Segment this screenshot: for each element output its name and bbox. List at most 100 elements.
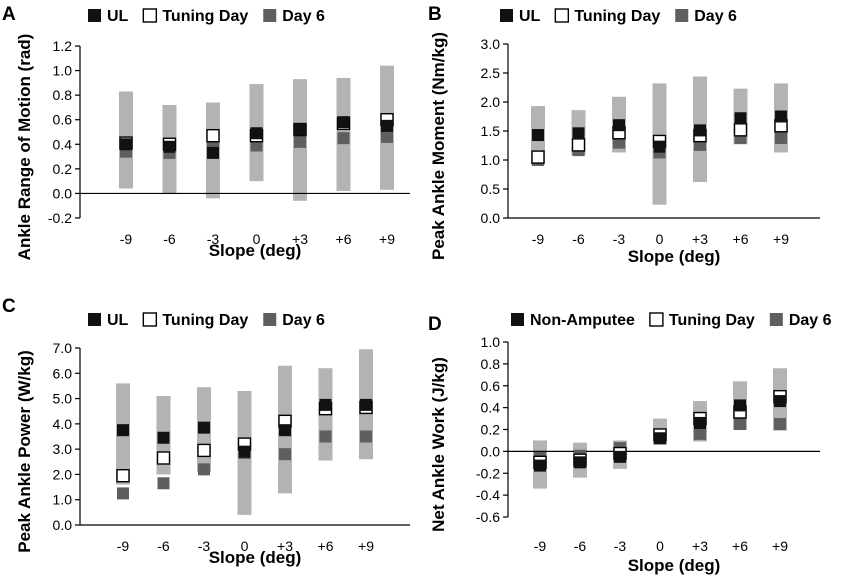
data-point-ul: [381, 119, 393, 132]
x-tick-label: +9: [772, 538, 788, 554]
x-tick-label: 0: [253, 231, 261, 247]
data-point-ul: [157, 431, 170, 444]
y-tick-label: 3.0: [481, 36, 501, 52]
x-axis-title: Slope (deg): [209, 241, 302, 260]
x-tick-label: -3: [207, 231, 220, 247]
legend-label: Day 6: [282, 8, 325, 25]
x-tick-label: -3: [198, 538, 211, 554]
legend-swatch-tuning-day: [142, 8, 158, 23]
y-tick-label: 0.6: [481, 378, 501, 394]
data-point-tuning-day: [733, 123, 748, 137]
data-point-tuning-day: [571, 138, 586, 152]
y-tick-label: 6.0: [53, 365, 73, 381]
y-tick-label: 0.5: [481, 181, 501, 197]
x-tick-label: -9: [117, 538, 130, 554]
x-tick-label: +6: [733, 231, 749, 247]
x-axis-title: Slope (deg): [628, 247, 721, 266]
data-point-ul: [653, 140, 666, 153]
x-tick-label: -6: [157, 538, 170, 554]
data-point-ul: [694, 124, 706, 137]
data-point-ul: [613, 119, 625, 132]
y-tick-label: -0.4: [476, 487, 500, 503]
data-point-day6: [613, 136, 625, 149]
data-point-day6: [198, 463, 210, 476]
y-tick-label: 0.8: [53, 87, 73, 103]
data-point-day6: [360, 430, 372, 443]
y-tick-label: 0.6: [53, 112, 73, 128]
data-point-ul: [163, 140, 176, 153]
y-axis-title: Peak Ankle Moment (Nm/kg): [429, 32, 448, 260]
y-tick-label: 0.4: [481, 400, 501, 416]
x-tick-label: -6: [572, 231, 585, 247]
y-tick-label: 2.0: [53, 466, 73, 482]
x-tick-label: +6: [318, 538, 334, 554]
data-point-ul: [207, 146, 219, 159]
x-tick-label: -9: [532, 231, 545, 247]
legend-label: Tuning Day: [162, 8, 248, 25]
legend-label: UL: [107, 312, 129, 329]
y-tick-label: 1.5: [481, 123, 501, 139]
legend-swatch-day6: [769, 313, 783, 326]
y-tick-label: 0.0: [53, 185, 73, 201]
data-point-ul: [250, 127, 263, 140]
legend-swatch-tuning-day: [554, 8, 570, 23]
data-point-day6: [250, 139, 263, 152]
legend-label: UL: [519, 8, 541, 25]
panel-letter: D: [428, 314, 442, 335]
data-point-ul: [279, 424, 291, 437]
data-point-ul: [572, 127, 585, 140]
y-tick-label: 0.0: [53, 517, 73, 533]
legend-swatch-tuning-day: [142, 312, 158, 327]
y-tick-label: 0.0: [481, 210, 501, 226]
data-point-ul: [734, 399, 746, 412]
y-axis-title: Ankle Range of Motion (rad): [15, 34, 34, 261]
x-tick-label: -6: [574, 538, 587, 554]
x-tick-label: -9: [120, 231, 133, 247]
data-point-day6: [381, 130, 393, 143]
x-tick-label: -6: [163, 231, 176, 247]
data-point-ul: [734, 112, 747, 125]
y-tick-label: 0.4: [53, 136, 73, 152]
x-tick-label: +3: [692, 231, 708, 247]
panel-letter: C: [2, 296, 16, 317]
data-point-ul: [120, 138, 132, 151]
y-tick-label: 1.0: [53, 63, 73, 79]
data-point-ul: [360, 398, 372, 411]
data-point-ul: [319, 398, 332, 411]
x-axis-title: Slope (deg): [209, 548, 302, 567]
data-point-tuning-day: [531, 150, 545, 164]
y-tick-label: 7.0: [53, 340, 73, 356]
data-point-day6: [734, 418, 746, 431]
data-point-ul: [774, 395, 786, 408]
y-tick-label: 4.0: [53, 416, 73, 432]
panel-letter: A: [2, 4, 16, 25]
y-tick-label: 2.0: [481, 94, 501, 110]
x-tick-label: -3: [613, 231, 626, 247]
x-tick-label: +3: [292, 231, 308, 247]
legend-label: Tuning Day: [669, 312, 755, 329]
data-point-day6: [279, 448, 291, 461]
data-point-day6: [337, 132, 350, 145]
data-point-ul: [694, 416, 706, 429]
x-tick-label: +3: [277, 538, 293, 554]
x-tick-label: 0: [656, 231, 664, 247]
legend-label: UL: [107, 8, 129, 25]
x-tick-label: +3: [692, 538, 708, 554]
legend-label: Tuning Day: [574, 8, 660, 25]
legend-swatch-first: [511, 313, 524, 326]
data-point-ul: [294, 123, 306, 136]
legend-label: Non-Amputee: [530, 312, 635, 329]
data-point-tuning-day: [116, 468, 130, 483]
legend-label: Day 6: [789, 312, 832, 329]
x-tick-label: +9: [358, 538, 374, 554]
y-tick-label: 5.0: [53, 391, 73, 407]
panel-letter: B: [428, 4, 442, 25]
y-tick-label: 0.2: [53, 161, 73, 177]
y-tick-label: 0.8: [481, 356, 501, 372]
y-tick-label: 1.2: [53, 38, 73, 54]
x-tick-label: +9: [379, 231, 395, 247]
y-tick-label: -0.6: [476, 509, 500, 525]
y-tick-label: 1.0: [481, 334, 501, 350]
